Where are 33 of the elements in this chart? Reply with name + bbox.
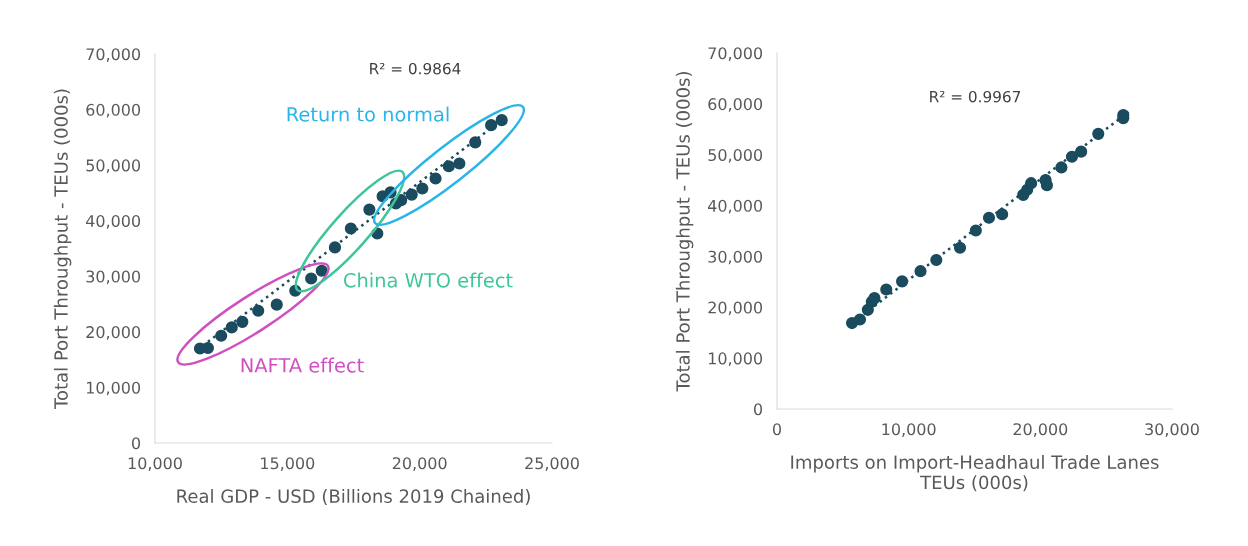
y-axis-title: Total Port Throughput - TEUs (000s) [675,72,694,392]
y-tick-label: 50,000 [708,148,763,163]
y-tick-label: 30,000 [86,270,141,285]
y-tick-label: 20,000 [86,326,141,340]
x-tick-label: 20,000 [392,457,447,471]
y-tick-label: 10,000 [86,381,141,396]
x-tick-label: 10,000 [128,457,182,471]
y-tick-label: 70,000 [708,47,763,61]
x-tick-label: 20,000 [1013,423,1068,437]
y-tick-label: 20,000 [708,301,763,316]
x-tick-label: 0 [772,423,782,436]
annotation: R² = 0.9967 [930,90,1021,103]
x-tick-label: 25,000 [525,457,579,471]
y-tick-label: 0 [754,403,763,416]
annotation: NAFTA effect [241,357,364,373]
annotation: R² = 0.9864 [370,62,461,75]
annotation: China WTO effect [343,272,513,288]
x-axis-title: Real GDP - USD (Billions 2019 Chained) [177,489,530,506]
y-tick-label: 10,000 [708,352,763,367]
y-tick-label: 0 [132,437,141,450]
y-tick-label: 50,000 [86,159,141,174]
y-tick-label: 60,000 [708,98,763,112]
x-tick-label: 15,000 [261,457,315,471]
y-tick-label: 60,000 [86,103,141,118]
annotation: Return to normal [287,106,449,122]
y-tick-label: 40,000 [86,214,141,229]
y-axis-title: Total Port Throughput - TEUs (000s) [53,89,72,410]
x-tick-label: 10,000 [882,423,936,437]
x-axis-title: Imports on Import-Headhaul Trade Lanes TEUs (000s) [791,455,1159,492]
y-tick-label: 40,000 [708,199,763,214]
x-tick-label: 30,000 [1145,423,1199,437]
y-tick-label: 30,000 [708,250,763,265]
y-tick-label: 70,000 [86,48,141,62]
